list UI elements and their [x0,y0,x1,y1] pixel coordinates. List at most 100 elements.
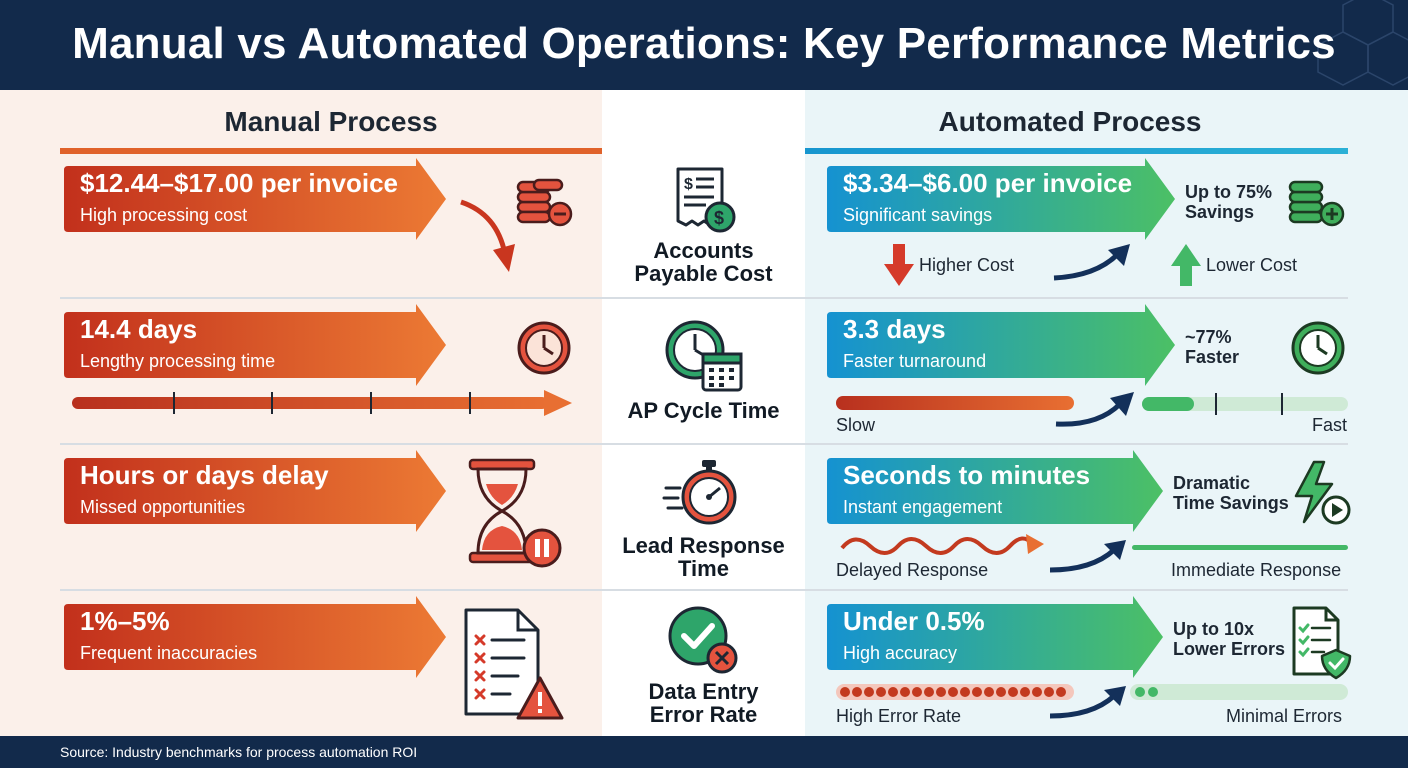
document-errors-warning-icon [464,608,564,720]
manual-cycle-sub: Lengthy processing time [80,351,276,371]
auto-cycle-arrow-shape [827,304,1175,386]
manual-response-sub: Missed opportunities [80,497,246,517]
auto-cost-value: $3.34–$6.00 per invoice [843,168,1133,198]
higher-cost-label: Higher Cost [919,255,1015,275]
footer-bar: Source: Industry benchmarks for process … [0,736,1408,768]
row-separator [60,443,1348,445]
check-error-icon [668,606,738,674]
manual-error-sub: Frequent inaccuracies [80,643,258,663]
curved-down-arrow-icon [460,199,515,272]
auto-response-value: Seconds to minutes [843,460,1091,490]
manual-cost-sub: High processing cost [80,205,248,225]
auto-cycle-note: ~77% Faster [1185,327,1239,367]
auto-error-bar: Under 0.5% High accuracy [823,596,1163,678]
metric-ap-cycle-time: AP Cycle Time [627,398,780,423]
manual-error-value: 1%–5% [80,606,170,636]
note-line1: Dramatic [1173,473,1251,493]
manual-cost-value: $12.44–$17.00 per invoice [80,168,399,198]
auto-cost-bar: $3.34–$6.00 per invoice Significant savi… [823,158,1175,240]
metric-label-line2: Error Rate [649,702,758,727]
slow-bar [836,396,1074,410]
note-line2: Lower Errors [1173,639,1286,659]
auto-error-arrow-shape [827,596,1163,678]
manual-cycle-bar: 14.4 days Lengthy processing time [60,304,446,386]
row-separator [60,589,1348,591]
note-line2: Faster [1185,347,1240,367]
fast-bar [1142,393,1348,415]
header-banner: Manual vs Automated Operations: Key Perf… [0,0,1408,90]
curved-up-arrow-icon [1049,686,1126,719]
metric-label-line1: Lead Response [622,533,785,558]
manual-cost-arrow-shape [64,158,446,240]
svg-text:$: $ [714,208,724,228]
curved-up-arrow-icon [1049,540,1126,573]
invoice-dollar-icon: $ $ [676,167,736,233]
metric-accounts-payable-cost: Accounts Payable Cost [602,239,805,285]
down-arrow-icon [884,244,914,286]
curved-up-arrow-icon [1053,244,1130,281]
manual-error-bar: 1%–5% Frequent inaccuracies [60,596,446,678]
auto-response-note: Dramatic Time Savings [1173,473,1289,513]
manual-cost-bar: $12.44–$17.00 per invoice High processin… [60,158,446,240]
auto-response-arrow-shape [827,450,1163,532]
manual-cycle-arrow-shape [64,304,446,386]
page-title: Manual vs Automated Operations: Key Perf… [72,19,1336,68]
svg-text:$: $ [684,176,693,193]
manual-response-bar: Hours or days delay Missed opportunities [60,450,446,532]
metric-label-line2: Payable Cost [634,261,773,286]
manual-cycle-value: 14.4 days [80,314,198,344]
note-line2: Time Savings [1173,493,1289,513]
note-line1: Up to 75% [1185,182,1273,202]
up-arrow-icon [1171,244,1201,286]
hourglass-pause-icon [468,458,562,568]
minimal-errors-label: Minimal Errors [1226,706,1343,726]
auto-cycle-sub: Faster turnaround [843,351,987,371]
metric-label-line1: Data Entry [648,679,759,704]
auto-error-note: Up to 10x Lower Errors [1173,619,1285,659]
source-note: Source: Industry benchmarks for process … [60,744,418,760]
metric-label-line1: Accounts [653,238,754,263]
note-line1: Up to 10x [1173,619,1255,639]
auto-cost-arrow-shape [827,158,1175,240]
metric-label-line2: Time [678,556,729,581]
stopwatch-icon [662,460,737,525]
note-line2: Savings [1185,202,1255,222]
curved-up-arrow-icon [1055,392,1134,427]
manual-heading-underline [60,148,602,154]
metric-lead-response-time: Lead Response Time [602,534,805,580]
wavy-delayed-line [840,534,1044,555]
manual-heading: Manual Process [224,106,438,137]
manual-timeline-arrow [72,390,572,416]
immediate-response-label: Immediate Response [1171,560,1342,580]
high-error-rate-label: High Error Rate [836,706,962,726]
manual-response-value: Hours or days delay [80,460,329,490]
auto-error-value: Under 0.5% [843,606,985,636]
slow-label: Slow [836,415,876,435]
automated-heading: Automated Process [938,106,1202,137]
clock-calendar-icon [665,320,743,392]
auto-cost-note: Up to 75% Savings [1185,182,1272,222]
lightning-play-icon [1294,460,1351,525]
high-error-dots-bar [836,684,1074,700]
minimal-error-dots-bar [1130,684,1348,700]
coins-plus-icon [1288,180,1345,227]
fast-label: Fast [1312,415,1348,435]
metric-data-entry-error-rate: Data Entry Error Rate [602,680,805,726]
row-separator [60,297,1348,299]
immediate-line [1132,545,1348,550]
coins-minus-icon [516,178,573,227]
auto-cycle-value: 3.3 days [843,314,946,344]
auto-response-bar: Seconds to minutes Instant engagement [823,450,1163,532]
auto-cost-sub: Significant savings [843,205,993,225]
auto-error-sub: High accuracy [843,643,958,663]
auto-cycle-bar: 3.3 days Faster turnaround [823,304,1175,386]
note-line1: ~77% [1185,327,1232,347]
auto-response-sub: Instant engagement [843,497,1003,517]
hexagon-pattern-decoration [1317,0,1408,86]
lower-cost-label: Lower Cost [1206,255,1298,275]
clock-green-icon [1291,321,1345,375]
manual-response-arrow-shape [64,450,446,532]
clock-red-icon [517,321,571,375]
manual-error-arrow-shape [64,596,446,678]
document-check-shield-icon [1292,606,1352,680]
